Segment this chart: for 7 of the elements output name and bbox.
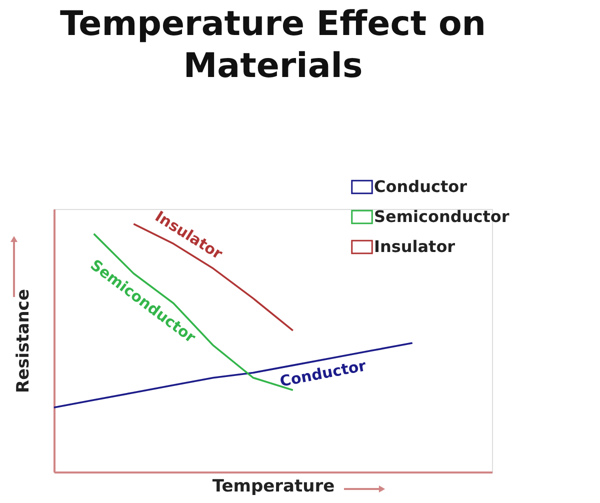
x-axis-title: Temperature	[212, 476, 335, 496]
legend-label: Conductor	[374, 177, 468, 196]
y-axis-title: Resistance	[14, 289, 34, 393]
chart-title: Temperature Effect on Materials	[60, 4, 486, 86]
legend-label: Insulator	[374, 237, 456, 256]
legend-label: Semiconductor	[374, 207, 510, 226]
text: Conductor	[278, 356, 368, 390]
